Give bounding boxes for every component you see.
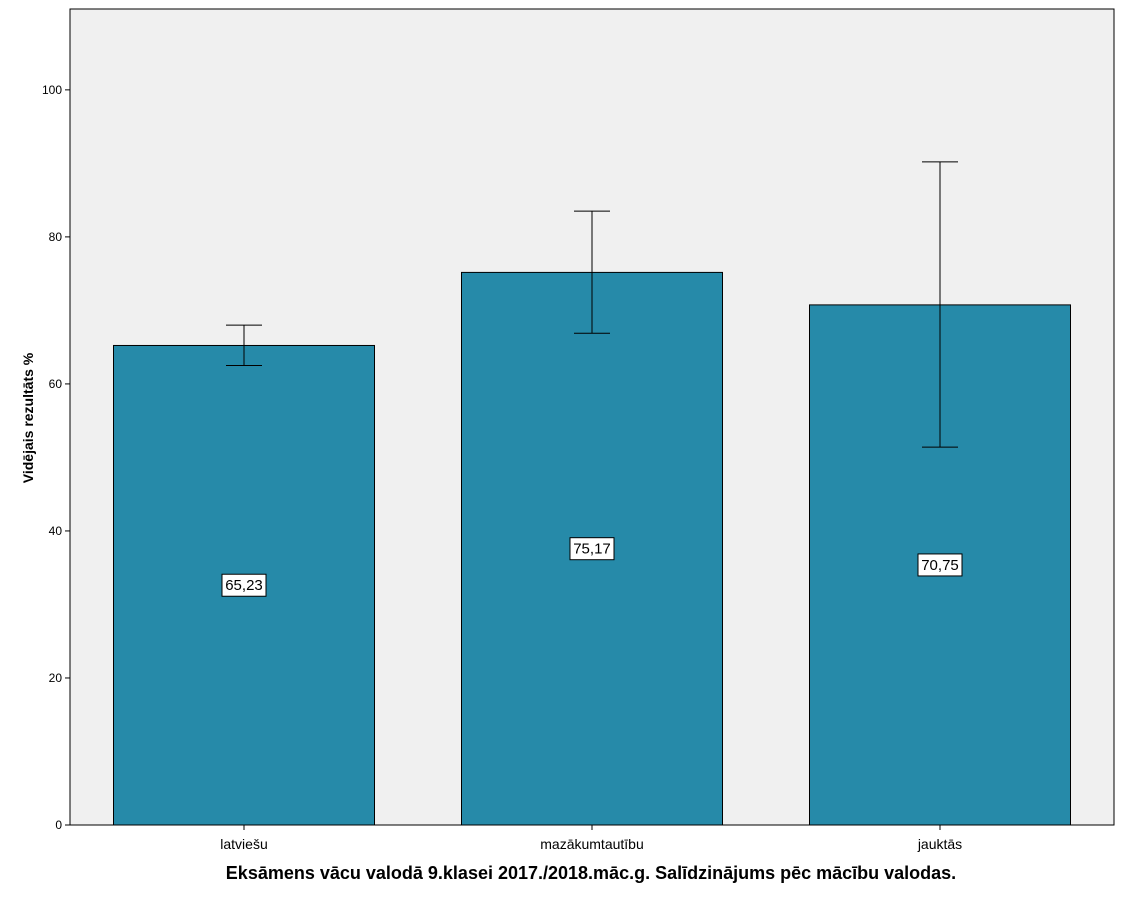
y-tick-label: 0: [55, 818, 62, 832]
y-axis: 0 20 40 60 80 100: [42, 83, 70, 832]
y-tick-label: 20: [49, 671, 63, 685]
data-label-box: [917, 553, 963, 577]
x-tick-label: jauktās: [917, 836, 962, 852]
x-axis-title: Eksāmens vācu valodā 9.klasei 2017./2018…: [226, 863, 956, 883]
x-axis: latviešu mazākumtautību jauktās: [220, 825, 962, 852]
error-bars-group: [226, 161, 958, 448]
data-label-box: [221, 573, 267, 597]
x-tick-label: mazākumtautību: [540, 836, 644, 852]
y-tick-label: 80: [49, 230, 63, 244]
y-tick-label: 60: [49, 377, 63, 391]
data-labels-group: 65,23 75,17 70,75: [221, 537, 963, 597]
data-label: 70,75: [921, 557, 959, 574]
data-label-box: [569, 537, 615, 561]
data-label: 65,23: [225, 577, 263, 594]
y-axis-title: Vidējais rezultāts %: [20, 352, 36, 483]
y-tick-label: 40: [49, 524, 63, 538]
x-tick-label: latviešu: [220, 836, 267, 852]
data-label: 75,17: [573, 541, 611, 558]
y-tick-label: 100: [42, 83, 62, 97]
